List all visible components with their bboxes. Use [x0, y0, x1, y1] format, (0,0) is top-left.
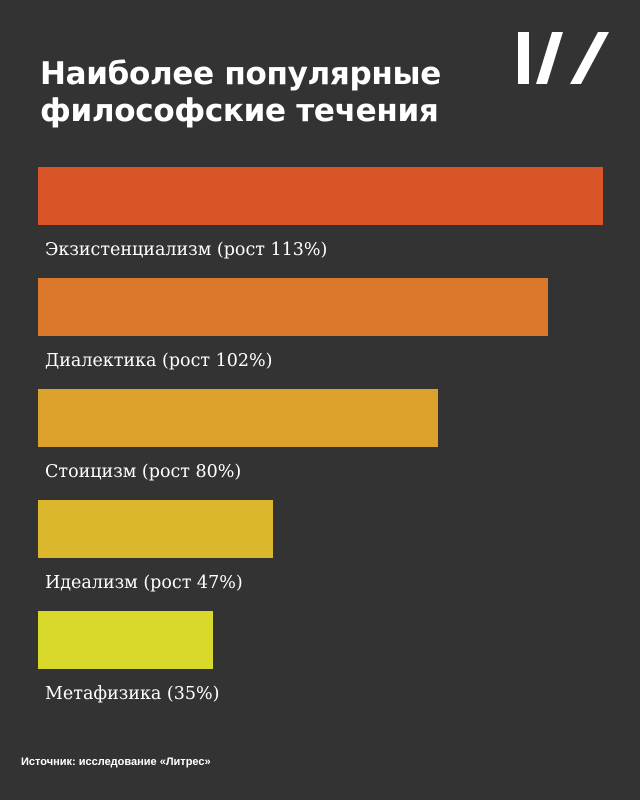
logo-stroke-right	[570, 32, 609, 84]
bar-4	[38, 500, 273, 558]
logo-stroke-middle	[536, 32, 563, 84]
bar-2	[38, 278, 548, 336]
source-note: Источник: исследование «Литрес»	[21, 756, 211, 768]
bar-5	[38, 611, 213, 669]
bar-label-3: Стоицизм (рост 80%)	[45, 462, 241, 482]
bar-label-5: Метафизика (35%)	[45, 684, 219, 704]
w-logo-icon	[518, 32, 609, 84]
chart-title: Наиболее популярные философские течения	[40, 56, 441, 129]
bars-group: Экзистенциализм (рост 113%) Диалектика (р…	[38, 167, 603, 704]
bar-label-2: Диалектика (рост 102%)	[45, 351, 272, 371]
bar-label-4: Идеализм (рост 47%)	[45, 573, 243, 593]
bar-1	[38, 167, 603, 225]
bar-label-1: Экзистенциализм (рост 113%)	[45, 240, 327, 260]
bar-3	[38, 389, 438, 447]
logo-stroke-left	[518, 32, 529, 84]
